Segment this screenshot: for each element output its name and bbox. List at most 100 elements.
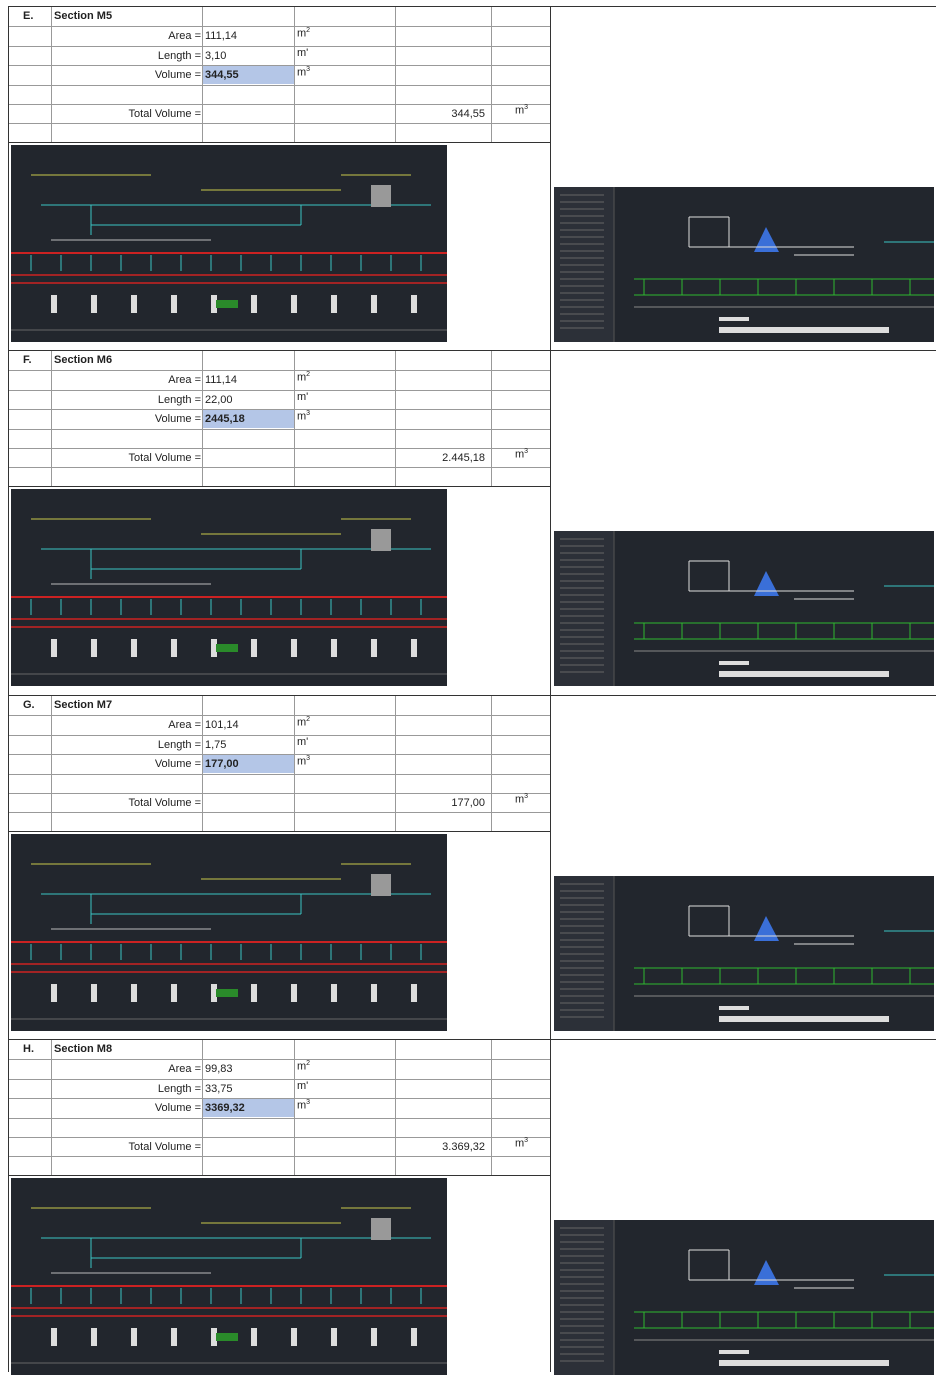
cad-shape	[371, 529, 391, 552]
cad-shape	[51, 639, 57, 658]
unit-sup: 3	[306, 66, 311, 73]
cad-shape	[216, 988, 238, 997]
cad-shape	[331, 983, 337, 1002]
cad-shape	[91, 1327, 97, 1346]
cad-shape	[251, 295, 257, 313]
col-line	[395, 695, 396, 831]
section-letter: G.	[23, 698, 35, 711]
cad-shape	[689, 905, 734, 936]
cad-shape	[411, 1327, 417, 1346]
row-line	[9, 409, 550, 411]
unit-base: m'	[297, 1079, 309, 1092]
unit: m3	[297, 755, 310, 768]
unit-sup: 3	[306, 410, 311, 418]
col-line	[491, 1039, 492, 1175]
cad-screenshot	[11, 145, 447, 342]
cad-shape	[251, 639, 257, 658]
cad-shape	[719, 327, 889, 333]
row-line	[9, 714, 550, 716]
cad-shape	[371, 185, 391, 207]
unit-base: m	[297, 66, 307, 79]
row-label: Volume =	[154, 757, 201, 770]
col-line	[491, 7, 492, 142]
row-label: Length =	[157, 50, 201, 62]
row-line	[9, 123, 550, 124]
row-line	[9, 1078, 550, 1080]
unit-base: m'	[297, 391, 309, 404]
row-value: 344,55	[203, 66, 294, 84]
cad-shape	[171, 639, 177, 658]
col-line	[294, 7, 295, 142]
cad-screenshot	[554, 875, 934, 1031]
col-line	[550, 351, 551, 696]
unit-base: m	[297, 410, 307, 423]
unit: m3	[297, 410, 310, 423]
unit: m3	[297, 1099, 310, 1112]
section: E. Section M5 Area = 111,14 m2 Length = 3,10 m'…	[8, 6, 936, 351]
section-title: Section M5	[54, 10, 113, 22]
section: G. Section M7 Area = 101,14 m2 Length = 1,75 m'…	[8, 694, 936, 1040]
col-line	[202, 7, 203, 142]
cad-shape	[719, 1359, 889, 1366]
col-line	[294, 695, 295, 831]
total-label: Total Volume =	[128, 452, 201, 465]
section: H. Section M8 Area = 99,83 m2 Length = 33,75 m'…	[8, 1038, 936, 1375]
section-title: Section M7	[54, 698, 113, 711]
unit-sup: 3	[306, 1098, 311, 1106]
total-value: 3.369,32	[442, 1140, 485, 1153]
cad-shape	[51, 295, 57, 313]
total-unit: m3	[515, 104, 528, 117]
row-value: 3369,32	[203, 1098, 294, 1117]
total-unit: m3	[515, 1137, 528, 1150]
cad-shape	[211, 639, 217, 658]
cad-shape	[754, 915, 779, 941]
unit: m'	[297, 391, 308, 403]
cad-shape	[719, 317, 749, 321]
cad-shape	[91, 295, 97, 313]
cad-shape	[331, 1327, 337, 1346]
row-value: 33,75	[205, 1082, 233, 1095]
cad-shape	[291, 639, 297, 658]
row-value: 99,83	[205, 1062, 233, 1075]
cad-shape	[216, 1332, 238, 1341]
row-line	[9, 85, 550, 86]
row-label: Area =	[168, 718, 201, 731]
total-label: Total Volume =	[128, 796, 201, 809]
cad-shape	[91, 639, 97, 658]
cad-shape	[371, 1217, 391, 1240]
cad-shape	[371, 295, 377, 313]
cad-shape	[371, 639, 377, 658]
row-value: 1,75	[205, 738, 227, 751]
row-line	[9, 1136, 550, 1138]
unit: m'	[297, 1080, 308, 1092]
cad-shape	[411, 983, 417, 1002]
unit: m	[515, 448, 525, 461]
cad-shape	[91, 983, 97, 1002]
cad-shape	[216, 644, 238, 653]
cad-shape	[251, 983, 257, 1002]
row-line	[9, 46, 550, 47]
row-label: Length =	[157, 394, 201, 407]
unit-base: m'	[297, 735, 309, 748]
unit: 3	[524, 448, 529, 456]
col-line	[294, 1039, 295, 1175]
row-line	[9, 467, 550, 469]
row-line	[9, 773, 550, 775]
col-line	[51, 7, 52, 142]
col-line	[202, 695, 203, 831]
row-label: Area =	[168, 374, 201, 387]
unit-base: m	[297, 755, 307, 768]
cad-screenshot	[11, 1177, 447, 1375]
unit: m	[515, 793, 525, 806]
row-label: Volume =	[154, 413, 201, 426]
unit-sup: 2	[306, 1059, 311, 1067]
row-line	[9, 1155, 550, 1157]
cad-screenshot	[554, 187, 934, 342]
cad-shape	[371, 983, 377, 1002]
row-line	[9, 753, 550, 755]
section-letter: E.	[23, 10, 34, 22]
cad-shape	[719, 1015, 889, 1022]
cad-shape	[171, 1327, 177, 1346]
image-separator	[9, 830, 550, 832]
